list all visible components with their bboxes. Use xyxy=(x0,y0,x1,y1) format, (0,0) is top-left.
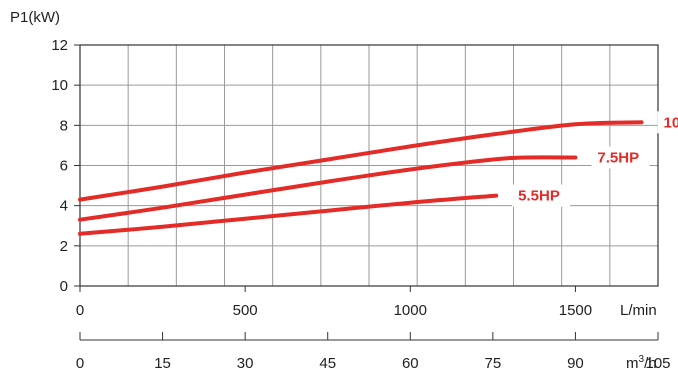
series-label-5-5hp: 5.5HP xyxy=(518,188,560,205)
x-tick-label: 0 xyxy=(76,302,84,319)
y-axis-ticks: 0 2 4 6 8 10 12 xyxy=(51,37,80,295)
x2-axis-title-sup: 3 xyxy=(639,354,645,365)
y-tick-label: 10 xyxy=(51,77,68,94)
series-label-10hp: 10HP xyxy=(663,114,678,131)
x2-tick-label: 0 xyxy=(76,355,84,372)
y-tick-label: 8 xyxy=(60,117,68,134)
series-label-7-5hp: 7.5HP xyxy=(597,149,639,166)
x2-axis-title-prefix: m xyxy=(626,355,639,372)
x2-tick-label: 90 xyxy=(567,355,584,372)
series-line-10hp xyxy=(78,120,644,202)
x-tick-label: 1000 xyxy=(394,302,427,319)
x2-tick-label: 30 xyxy=(237,355,254,372)
secondary-x-axis: 0 15 30 45 60 75 90 105 xyxy=(76,332,671,372)
y-tick-label: 6 xyxy=(60,158,68,175)
series-label-background xyxy=(591,146,650,169)
series-line-7-5hp xyxy=(78,155,578,222)
y-tick-label: 0 xyxy=(60,278,68,295)
series-labels: 10HP 7.5HP 5.5HP xyxy=(512,111,678,207)
x2-tick-label: 45 xyxy=(319,355,336,372)
x2-tick-label: 105 xyxy=(645,355,670,372)
y-axis-title: P1(kW) xyxy=(10,9,60,26)
x2-axis-title: m3/h xyxy=(626,354,657,372)
series-layer xyxy=(78,120,644,236)
x-tick-label: 500 xyxy=(233,302,258,319)
series-label-background xyxy=(657,111,678,134)
grid xyxy=(80,45,658,286)
x-axis-ticks: 0 500 1000 1500 xyxy=(76,286,592,319)
x2-axis-title-suffix: /h xyxy=(644,355,657,372)
x2-tick-label: 60 xyxy=(402,355,419,372)
series-line-5-5hp xyxy=(78,193,499,236)
x-tick-label: 1500 xyxy=(559,302,592,319)
x2-tick-label: 75 xyxy=(485,355,502,372)
x-axis-title: L/min xyxy=(620,302,657,319)
x2-tick-label: 15 xyxy=(154,355,171,372)
y-tick-label: 2 xyxy=(60,238,68,255)
y-tick-label: 4 xyxy=(60,198,68,215)
series-label-background xyxy=(512,184,571,207)
y-tick-label: 12 xyxy=(51,37,68,54)
